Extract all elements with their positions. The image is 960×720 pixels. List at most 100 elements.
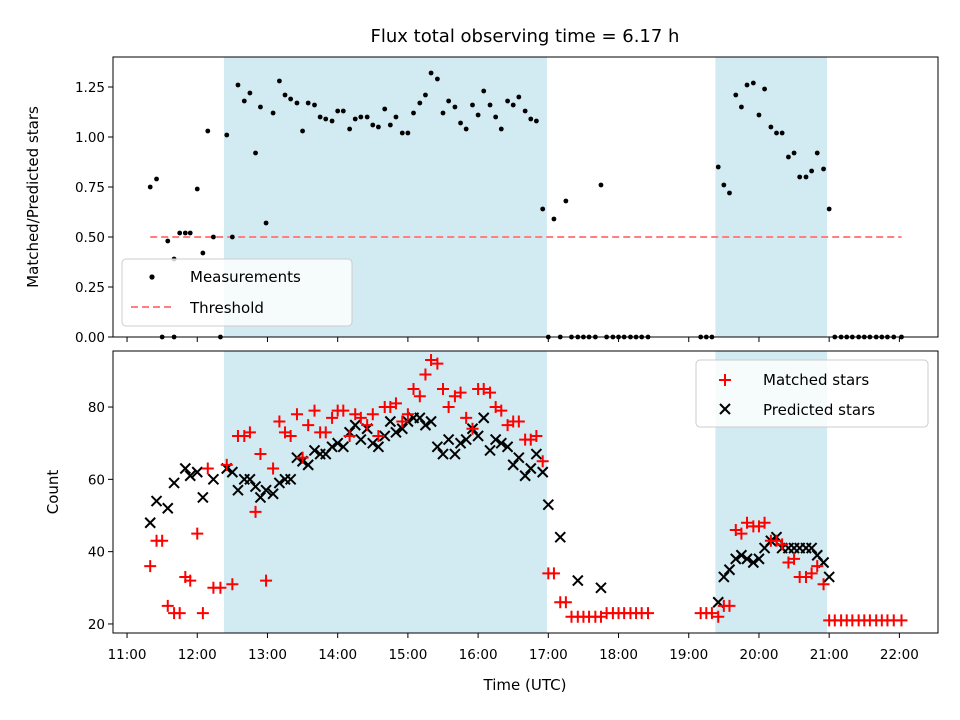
matched-star-point: [536, 455, 549, 468]
measurement-point: [826, 206, 832, 212]
predicted-star-point: [355, 433, 367, 446]
predicted-star-point: [730, 553, 742, 565]
matched-star-point: [437, 382, 449, 395]
bottom-legend-box: [695, 359, 929, 428]
matched-star-point: [817, 578, 830, 591]
measurement-point: [194, 186, 200, 192]
legend-predicted-marker: [719, 403, 731, 415]
measurement-point: [756, 112, 762, 118]
predicted-star-point: [741, 553, 753, 565]
matched-star-point: [642, 607, 655, 620]
x-tick-label: 22:00: [880, 647, 919, 663]
predicted-star-point: [747, 556, 760, 569]
measurement-point: [423, 92, 428, 98]
matched-star-point: [343, 429, 356, 442]
predicted-star-point: [519, 470, 531, 482]
predicted-star-point: [478, 412, 490, 424]
predicted-star-point: [197, 491, 209, 504]
matched-star-point: [454, 386, 467, 399]
measurement-point: [182, 230, 188, 236]
predicted-star-point: [472, 430, 484, 442]
measurement-point: [434, 76, 440, 82]
measurement-point: [516, 94, 522, 100]
matched-star-point: [712, 610, 725, 623]
predicted-star-point: [331, 437, 344, 449]
shaded-interval: [223, 351, 547, 633]
measurement-point: [263, 220, 269, 226]
matched-star-point: [811, 560, 824, 573]
predicted-star-point: [144, 517, 156, 529]
matched-star-point: [705, 607, 718, 620]
bottom-legend: Matched stars Predicted stars: [695, 359, 929, 428]
matched-star-point: [495, 404, 508, 417]
measurement-point: [809, 168, 815, 174]
measurement-point: [347, 126, 353, 132]
measurement-point: [329, 118, 335, 124]
matched-star-point: [366, 408, 379, 421]
measurement-point: [364, 114, 370, 120]
matched-star-point: [308, 404, 321, 417]
matched-star-point: [442, 401, 455, 414]
predicted-star-point: [232, 484, 244, 496]
predicted-star-point: [437, 448, 449, 460]
predicted-star-point: [718, 571, 730, 583]
predicted-star-point: [191, 466, 203, 478]
matched-star-point: [243, 426, 256, 439]
measurement-point: [277, 78, 282, 84]
legend-measurements-label: Measurements: [190, 268, 301, 286]
measurement-point: [200, 250, 206, 256]
measurement-point: [528, 116, 534, 122]
matched-star-point: [191, 527, 204, 540]
x-tick-label: 15:00: [388, 647, 427, 663]
predicted-star-point: [326, 441, 338, 453]
predicted-star-point: [454, 437, 467, 449]
measurement-point: [229, 234, 235, 240]
matched-star-point: [372, 429, 385, 442]
measurement-point: [312, 102, 317, 108]
measurement-point: [493, 114, 499, 120]
measurement-point: [814, 150, 820, 156]
predicted-star-point: [425, 415, 437, 428]
measurement-point: [540, 206, 546, 212]
matched-star-point: [741, 516, 754, 529]
predicted-star-point: [162, 502, 174, 514]
predicted-star-point: [525, 462, 537, 475]
predicted-star-point: [168, 477, 180, 489]
y-tick-label: 0.50: [75, 230, 105, 246]
predicted-star-point: [723, 564, 736, 576]
predicted-star-point: [542, 498, 555, 511]
measurement-point: [387, 122, 393, 128]
matched-star-point: [249, 505, 262, 518]
matched-star-point: [547, 567, 560, 580]
matched-star-point: [354, 411, 367, 424]
matched-star-point: [226, 578, 239, 591]
measurement-point: [165, 238, 171, 244]
predicted-star-point: [735, 549, 748, 561]
matched-star-point: [413, 390, 426, 403]
measurement-point: [253, 150, 258, 156]
bottom-x-axis: 11:00 12:00 13:00 14:00 15:00 16:00 17:00 18:00…: [108, 633, 919, 663]
predicted-star-point: [207, 473, 220, 486]
predicted-star-point: [753, 553, 765, 565]
predicted-star-point: [284, 473, 297, 486]
matched-star-point: [361, 419, 374, 432]
matched-star-point: [895, 614, 908, 627]
y-tick-label: 1.25: [75, 80, 105, 96]
matched-star-point: [389, 397, 402, 410]
y-tick-label: 0.75: [75, 180, 105, 196]
x-tick-label: 21:00: [810, 647, 849, 663]
measurement-point: [340, 108, 346, 114]
measurement-point: [563, 198, 569, 204]
matched-star-point: [723, 599, 736, 612]
measurement-point: [417, 100, 423, 106]
measurement-point: [733, 92, 739, 98]
predicted-star-point: [254, 491, 267, 504]
x-tick-label: 20:00: [740, 647, 779, 663]
measurement-point: [744, 82, 750, 88]
matched-star-point: [196, 607, 209, 620]
measurement-point: [440, 110, 446, 116]
bottom-y-axis-label: Count: [44, 470, 62, 515]
matched-star-point: [173, 607, 186, 620]
matched-star-point: [290, 408, 303, 421]
